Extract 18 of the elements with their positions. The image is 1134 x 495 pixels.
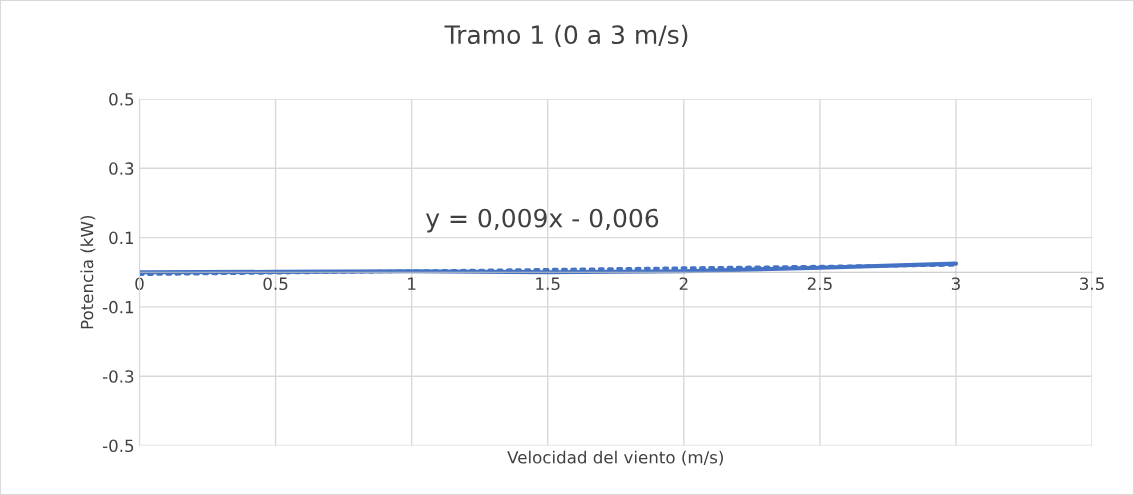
x-tick-label: 0 xyxy=(135,277,144,291)
y-tick-label: 0.3 xyxy=(109,162,134,175)
x-tick-label: 3.5 xyxy=(1080,277,1104,291)
x-tick-label: 3 xyxy=(951,277,960,291)
x-tick-label: 0.5 xyxy=(263,277,288,291)
y-tick-label: -0.5 xyxy=(102,439,134,453)
x-axis-title: Velocidad del viento (m/s) xyxy=(507,450,723,466)
y-tick-label: 0.5 xyxy=(109,92,134,106)
y-tick-label: -0.3 xyxy=(102,370,134,383)
x-tick-label: 1.5 xyxy=(536,277,560,291)
y-tick-label: -0.1 xyxy=(102,300,134,314)
y-axis-title: Potencia (kW) xyxy=(80,215,96,329)
chart-title: Tramo 1 (0 a 3 m/s) xyxy=(444,24,688,48)
x-tick-label: 2 xyxy=(679,277,688,290)
y-tick-label: 0.1 xyxy=(109,231,134,245)
x-tick-label: 2.5 xyxy=(807,277,832,291)
x-tick-label: 1 xyxy=(408,277,416,290)
annotation: y = 0,009x - 0,006 xyxy=(426,208,659,233)
